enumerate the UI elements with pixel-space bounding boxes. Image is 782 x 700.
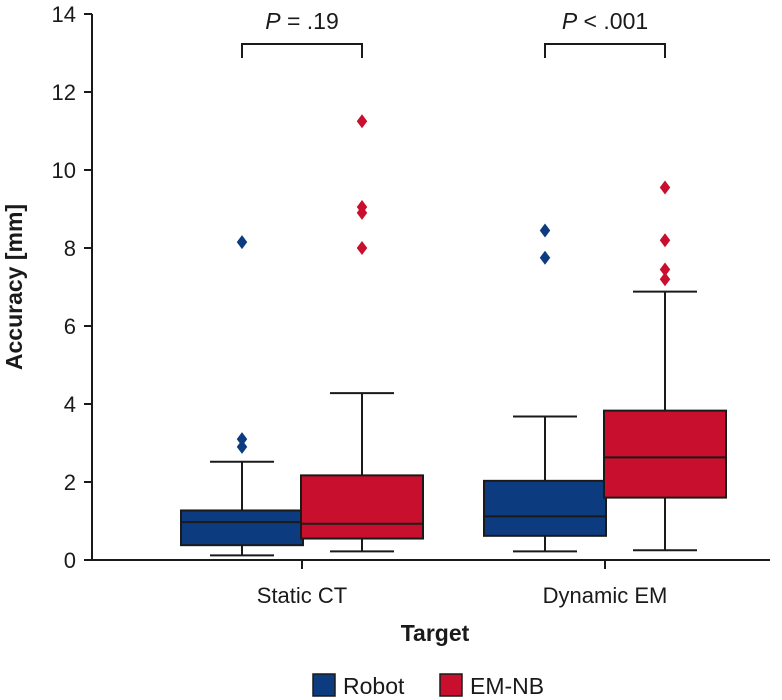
box-iqr xyxy=(483,479,607,537)
box-robot xyxy=(180,235,304,557)
box-iqr xyxy=(603,409,727,499)
legend-item-em-nb: EM-NB xyxy=(439,673,544,699)
outlier-point xyxy=(659,272,671,287)
significance-annotations: P = .19 P < .001 xyxy=(241,8,666,58)
outlier-point xyxy=(356,200,368,215)
outlier-point xyxy=(356,241,368,255)
y-tick-label: 0 xyxy=(64,548,76,573)
box-em-nb xyxy=(300,114,424,553)
significance-bracket xyxy=(544,43,666,58)
y-axis: 0 2 4 6 8 10 12 14 Accuracy [mm] xyxy=(1,2,93,573)
y-tick-label: 10 xyxy=(52,158,76,183)
legend-label: Robot xyxy=(343,673,405,699)
outlier-point xyxy=(236,439,248,454)
x-tick-label: Dynamic EM xyxy=(543,583,668,608)
legend-item-robot: Robot xyxy=(312,673,405,699)
y-tick-label: 14 xyxy=(52,2,76,27)
outlier-point xyxy=(539,223,551,238)
outlier-point xyxy=(659,262,671,277)
box-iqr xyxy=(300,474,424,540)
legend-swatch xyxy=(312,673,336,697)
legend-swatch xyxy=(439,673,463,697)
legend: Robot EM-NB xyxy=(312,673,544,699)
x-tick-label: Static CT xyxy=(257,583,347,608)
y-axis-title: Accuracy [mm] xyxy=(1,204,27,370)
significance-bracket xyxy=(241,43,363,58)
outlier-point xyxy=(659,233,671,248)
y-tick-label: 12 xyxy=(52,80,76,105)
outlier-point xyxy=(539,250,551,265)
y-tick-label: 2 xyxy=(64,470,76,495)
x-axis-title: Target xyxy=(401,620,470,646)
p-value-label: P = .19 xyxy=(265,8,339,34)
box-groups xyxy=(180,114,727,557)
box-em-nb xyxy=(603,180,727,552)
y-tick-label: 6 xyxy=(64,314,76,339)
outlier-point xyxy=(236,235,248,250)
legend-label: EM-NB xyxy=(470,673,544,699)
y-tick-label: 4 xyxy=(64,392,76,417)
box-robot xyxy=(483,223,607,553)
p-value-label: P < .001 xyxy=(562,8,648,34)
outlier-point xyxy=(236,432,248,447)
y-tick-label: 8 xyxy=(64,236,76,261)
x-axis: Static CT Dynamic EM Target xyxy=(92,559,770,646)
outlier-point xyxy=(356,114,368,129)
outlier-point xyxy=(659,180,671,195)
box-iqr xyxy=(180,509,304,547)
